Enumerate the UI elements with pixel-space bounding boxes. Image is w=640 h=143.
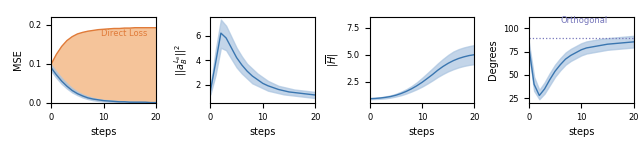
X-axis label: steps: steps — [250, 127, 276, 137]
Y-axis label: Degrees: Degrees — [488, 40, 498, 80]
Text: Direct Loss: Direct Loss — [102, 29, 148, 38]
Text: Orthogonal: Orthogonal — [560, 16, 607, 25]
X-axis label: steps: steps — [568, 127, 595, 137]
X-axis label: steps: steps — [409, 127, 435, 137]
Y-axis label: $|\overline{H}|$: $|\overline{H}|$ — [324, 53, 341, 67]
Y-axis label: MSE: MSE — [13, 50, 23, 70]
Y-axis label: $||a^{L_a}_{B}||^2$: $||a^{L_a}_{B}||^2$ — [172, 44, 190, 76]
X-axis label: steps: steps — [90, 127, 116, 137]
